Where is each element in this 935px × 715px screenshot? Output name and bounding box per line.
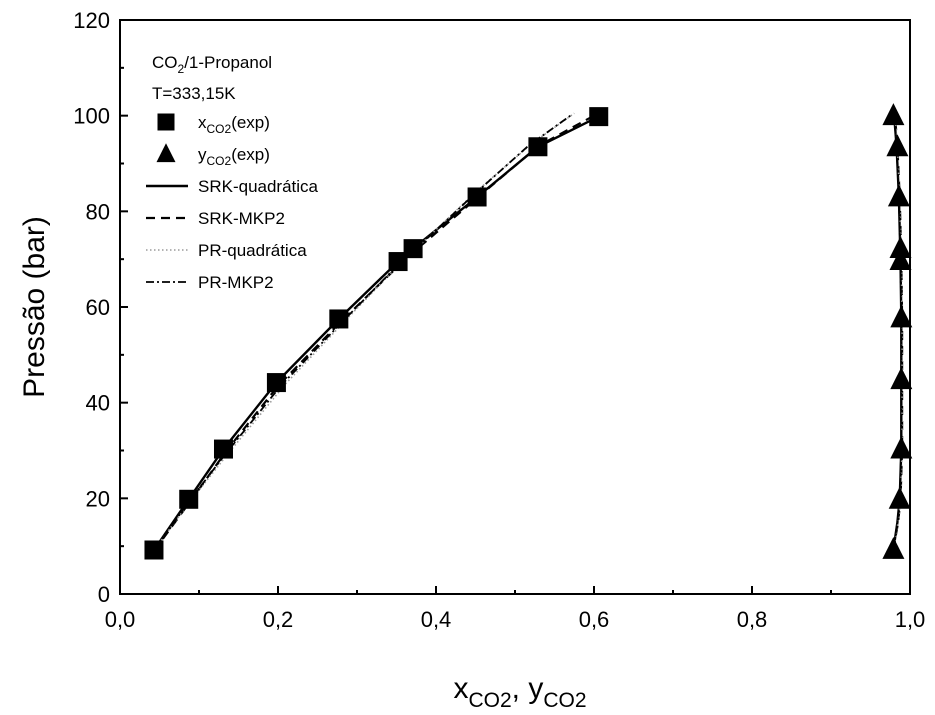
marker-xco2-exp [467, 187, 487, 207]
marker-xco2-exp [329, 309, 349, 329]
marker-xco2-exp [388, 252, 408, 272]
legend-marker-yco2-exp- [156, 143, 176, 163]
x-tick-label: 1,0 [895, 607, 926, 632]
ticks-layer: 0,0 0,2 0,4 0,6 0,8 1,0 0 20 40 60 80 100 120 [73, 8, 925, 632]
marker-xco2-exp [528, 137, 548, 157]
legend-label-yco2-exp-: yCO2(exp) [198, 145, 270, 168]
marker-xco2-exp [179, 489, 199, 509]
marker-xco2-exp [144, 540, 164, 560]
marker-yco2-exp [882, 537, 905, 559]
marker-yco2-exp [889, 248, 912, 270]
marker-yco2-exp [890, 436, 913, 459]
legend-label-pr-quadr-tica: PR-quadrática [198, 241, 307, 260]
series-line-srk-quadr-tica-x-branch [153, 115, 600, 551]
series-line-pr-quadr-tica-x-branch [153, 112, 575, 551]
y-axis-title: Pressão (bar) [18, 216, 51, 398]
marker-xco2-exp [589, 107, 609, 127]
plot-frame [119, 19, 911, 595]
marker-yco2-exp [889, 236, 912, 258]
legend: xCO2(exp) yCO2(exp) SRK-quadrática SRK-MKP2… [146, 113, 319, 292]
marker-yco2-exp [888, 486, 911, 509]
legend-marker-xco2-exp- [157, 113, 175, 131]
series-line-pr-quadr-tica-y-branch [892, 115, 903, 550]
marker-xco2-exp [403, 239, 423, 259]
y-tick-label: 120 [73, 8, 110, 33]
x-tick-label: 0,0 [105, 607, 136, 632]
legend-label-srk-mkp2: SRK-MKP2 [198, 209, 285, 228]
marker-xco2-exp [266, 373, 286, 393]
legend-label-srk-quadr-tica: SRK-quadrática [198, 177, 319, 196]
marker-xco2-exp [213, 439, 233, 459]
legend-label-pr-mkp2: PR-MKP2 [198, 273, 274, 292]
series-line-pr-mkp2-y-branch [892, 115, 903, 550]
y-tick-label: 20 [86, 486, 110, 511]
x-tick-label: 0,6 [579, 607, 610, 632]
x-tick-label: 0,4 [421, 607, 452, 632]
marker-yco2-exp [890, 305, 913, 328]
system-annotation: CO2/1-Propanol [152, 53, 272, 76]
x-tick-label: 0,8 [737, 607, 768, 632]
y-tick-label: 80 [86, 199, 110, 224]
y-tick-label: 60 [86, 295, 110, 320]
y-tick-label: 0 [98, 582, 110, 607]
y-tick-label: 100 [73, 104, 110, 129]
x-tick-label: 0,2 [263, 607, 294, 632]
marker-yco2-exp [887, 184, 910, 207]
temperature-annotation: T=333,15K [152, 84, 236, 103]
x-axis-title: xCO2, yCO2 [453, 672, 586, 712]
y-tick-label: 40 [86, 391, 110, 416]
marker-yco2-exp [890, 367, 913, 390]
legend-label-xco2-exp-: xCO2(exp) [198, 113, 270, 136]
marker-yco2-exp [882, 103, 905, 126]
lines-layer [153, 112, 904, 552]
markers-layer [144, 103, 913, 560]
series-line-pr-mkp2-x-branch [153, 114, 571, 552]
marker-yco2-exp [886, 134, 909, 157]
